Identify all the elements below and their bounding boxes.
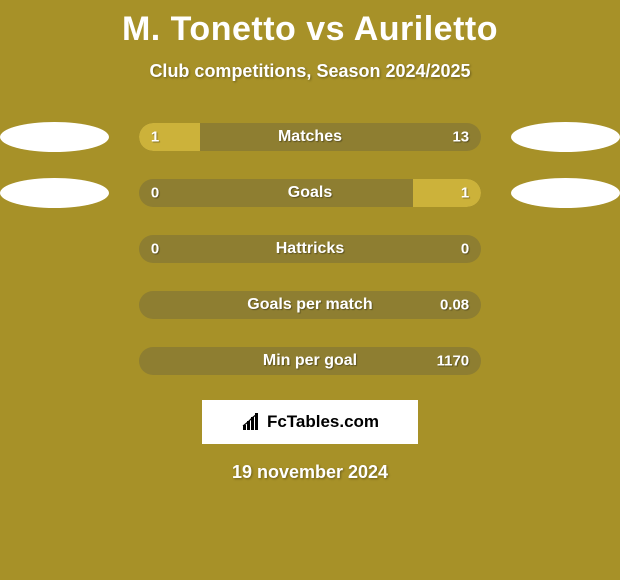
stat-value-right: 1170: [437, 353, 470, 370]
stat-value-right: 0.08: [440, 297, 469, 314]
brand-text: FcTables.com: [267, 412, 379, 432]
stat-bar: Goals per match 0.08: [139, 291, 481, 319]
team-left-ellipse: [0, 122, 109, 152]
stat-row: Goals per match 0.08: [0, 290, 620, 320]
stat-value-left: 0: [151, 241, 159, 258]
stat-label: Matches: [278, 128, 342, 146]
team-left-ellipse: [0, 178, 109, 208]
stat-row: Min per goal 1170: [0, 346, 620, 376]
stats-container: 1 Matches 13 0 Goals 1 0 Hattricks 0 Goals per ma…: [0, 122, 620, 376]
stat-value-right: 13: [452, 129, 469, 146]
stat-label: Hattricks: [276, 240, 344, 258]
stat-value-right: 0: [461, 241, 469, 258]
stat-row: 1 Matches 13: [0, 122, 620, 152]
stat-value-left: 0: [151, 185, 159, 202]
stat-bar: Min per goal 1170: [139, 347, 481, 375]
stat-bar: 0 Hattricks 0: [139, 235, 481, 263]
stat-bar: 0 Goals 1: [139, 179, 481, 207]
stat-row: 0 Goals 1: [0, 178, 620, 208]
team-right-ellipse: [511, 122, 620, 152]
subtitle: Club competitions, Season 2024/2025: [0, 61, 620, 82]
team-right-ellipse: [511, 178, 620, 208]
stat-value-left: 1: [151, 129, 159, 146]
stat-value-right: 1: [461, 185, 469, 202]
bars-chart-icon: [241, 412, 263, 432]
stat-row: 0 Hattricks 0: [0, 234, 620, 264]
brand-box: FcTables.com: [202, 400, 418, 444]
stat-label: Goals: [288, 184, 332, 202]
stat-label: Min per goal: [263, 352, 357, 370]
fill-right: [413, 179, 481, 207]
stat-bar: 1 Matches 13: [139, 123, 481, 151]
stat-label: Goals per match: [247, 296, 372, 314]
fill-left: [139, 123, 201, 151]
date-line: 19 november 2024: [0, 462, 620, 483]
page-title: M. Tonetto vs Auriletto: [0, 0, 620, 49]
